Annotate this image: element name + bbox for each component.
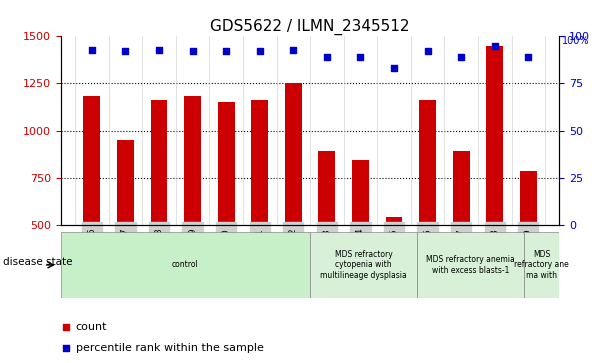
- Bar: [151, 99, 167, 225]
- Bar: [352, 160, 369, 225]
- Bar: [83, 96, 100, 225]
- Bar: [417, 232, 523, 298]
- Point: [87, 46, 97, 52]
- Bar: [310, 232, 417, 298]
- Bar: [61, 232, 310, 298]
- Text: MDS refractory anemia
with excess blasts-1: MDS refractory anemia with excess blasts…: [426, 255, 515, 275]
- Point: [221, 49, 231, 54]
- Title: GDS5622 / ILMN_2345512: GDS5622 / ILMN_2345512: [210, 19, 410, 35]
- Bar: [319, 151, 335, 225]
- Bar: [251, 99, 268, 225]
- Bar: [117, 140, 134, 225]
- Point: [288, 46, 298, 52]
- Point: [120, 49, 130, 54]
- Text: 100%: 100%: [562, 36, 590, 46]
- Bar: [385, 217, 402, 225]
- Bar: [523, 232, 559, 298]
- Bar: [184, 96, 201, 225]
- Bar: [453, 151, 469, 225]
- Text: MDS refractory
cytopenia with
multilineage dysplasia: MDS refractory cytopenia with multilinea…: [320, 250, 407, 280]
- Text: count: count: [76, 322, 107, 332]
- Point: [423, 49, 432, 54]
- Point: [61, 324, 71, 330]
- Bar: [218, 102, 235, 225]
- Text: MDS
refractory ane
ma with: MDS refractory ane ma with: [514, 250, 569, 280]
- Bar: [419, 99, 436, 225]
- Point: [523, 54, 533, 60]
- Point: [389, 65, 399, 71]
- Text: control: control: [172, 261, 199, 269]
- Point: [456, 54, 466, 60]
- Point: [154, 46, 164, 52]
- Text: disease state: disease state: [3, 257, 72, 267]
- Text: percentile rank within the sample: percentile rank within the sample: [76, 343, 264, 354]
- Bar: [520, 171, 537, 225]
- Point: [255, 49, 264, 54]
- Bar: [486, 46, 503, 225]
- Point: [322, 54, 332, 60]
- Point: [61, 346, 71, 351]
- Point: [356, 54, 365, 60]
- Point: [188, 49, 198, 54]
- Point: [490, 43, 500, 49]
- Bar: [285, 83, 302, 225]
